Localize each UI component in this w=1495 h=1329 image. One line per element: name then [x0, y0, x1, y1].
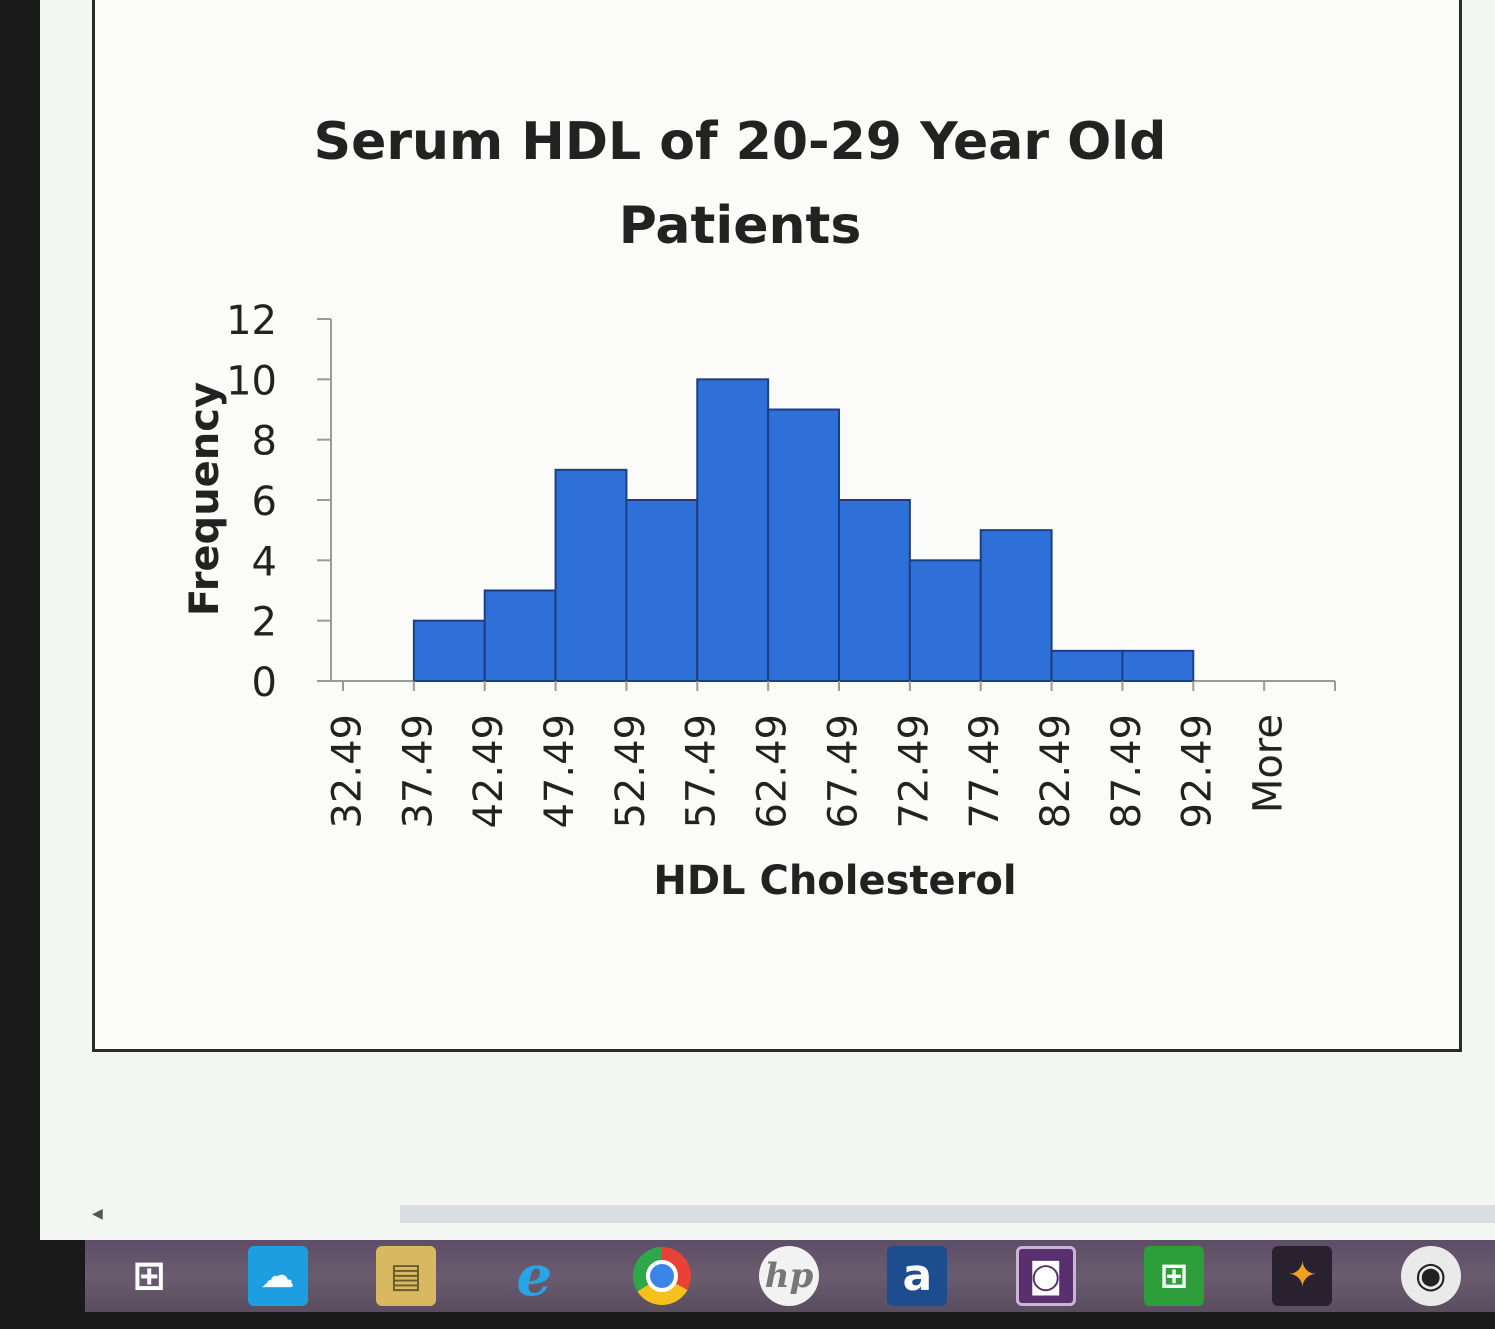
histogram-bar: [908, 559, 982, 682]
chart-title-line: Patients: [619, 196, 862, 256]
chrome-icon[interactable]: [632, 1247, 691, 1305]
x-axis-label: HDL Cholesterol: [653, 858, 1016, 904]
amazon-icon[interactable]: a: [887, 1246, 948, 1306]
y-tick-label: 2: [252, 600, 277, 646]
y-tick-label: 12: [226, 298, 277, 344]
screen: Serum HDL of 20-29 Year Old Patients 0 2 4 6 8…: [40, 0, 1495, 1240]
puzzle-game-icon[interactable]: ✦: [1272, 1246, 1333, 1306]
histogram-bar: [483, 589, 557, 682]
hp-icon[interactable]: hp: [758, 1246, 819, 1306]
histogram-bar: [979, 529, 1053, 683]
x-tick-label: 77.49: [962, 714, 1008, 829]
windows-start-icon[interactable]: ⊞: [132, 1253, 166, 1299]
histogram-bar: [625, 499, 699, 682]
store-icon[interactable]: ⊞: [1144, 1246, 1205, 1306]
histogram-bar: [412, 619, 486, 683]
x-tick-label: 42.49: [466, 714, 512, 829]
y-tick-label: 8: [252, 419, 277, 465]
edge-icon[interactable]: e: [516, 1243, 553, 1309]
x-tick-label: 32.49: [324, 714, 370, 829]
histogram-bar: [696, 378, 770, 682]
video-editor-icon[interactable]: ◙: [1015, 1246, 1076, 1306]
x-tick-label: 57.49: [679, 714, 725, 829]
x-tick-label: 67.49: [820, 714, 866, 829]
y-tick-label: 0: [252, 660, 277, 706]
histogram-bar: [767, 408, 841, 682]
camera-icon[interactable]: ◉: [1400, 1246, 1461, 1306]
horizontal-scrollbar[interactable]: [400, 1205, 1495, 1223]
histogram-bar: [838, 499, 911, 682]
x-tick-label: 52.49: [608, 714, 654, 829]
chart-frame: Serum HDL of 20-29 Year Old Patients 0 2 4 6 8…: [92, 0, 1462, 1052]
histogram-bar: [1050, 649, 1124, 682]
x-tick-label: 72.49: [891, 714, 937, 829]
histogram-chart: Serum HDL of 20-29 Year Old Patients 0 2 4 6 8…: [182, 112, 1336, 904]
y-axis-label: Frequency: [182, 382, 228, 616]
weather-icon[interactable]: ☁: [247, 1246, 308, 1306]
y-tick-label: 6: [252, 479, 277, 525]
x-tick-label: More: [1246, 714, 1292, 813]
x-tick-label: 82.49: [1033, 714, 1079, 829]
taskbar: ⊞ ☁ ▤ e hp a ◙ ⊞ ✦ ◉: [85, 1240, 1495, 1312]
x-tick-label: 37.49: [395, 714, 441, 829]
chart-title-line: Serum HDL of 20-29 Year Old: [314, 112, 1167, 172]
x-tick-label: 87.49: [1104, 714, 1150, 829]
scroll-left-icon[interactable]: ◀: [92, 1206, 103, 1222]
y-tick-label: 10: [226, 358, 277, 404]
histogram-bar: [1121, 649, 1195, 682]
y-tick-label: 4: [252, 539, 277, 585]
histogram-bar: [554, 468, 628, 683]
x-tick-label: 62.49: [750, 714, 796, 829]
x-tick-label: 92.49: [1175, 714, 1221, 829]
x-tick-label: 47.49: [537, 714, 583, 829]
file-explorer-icon[interactable]: ▤: [375, 1246, 436, 1306]
